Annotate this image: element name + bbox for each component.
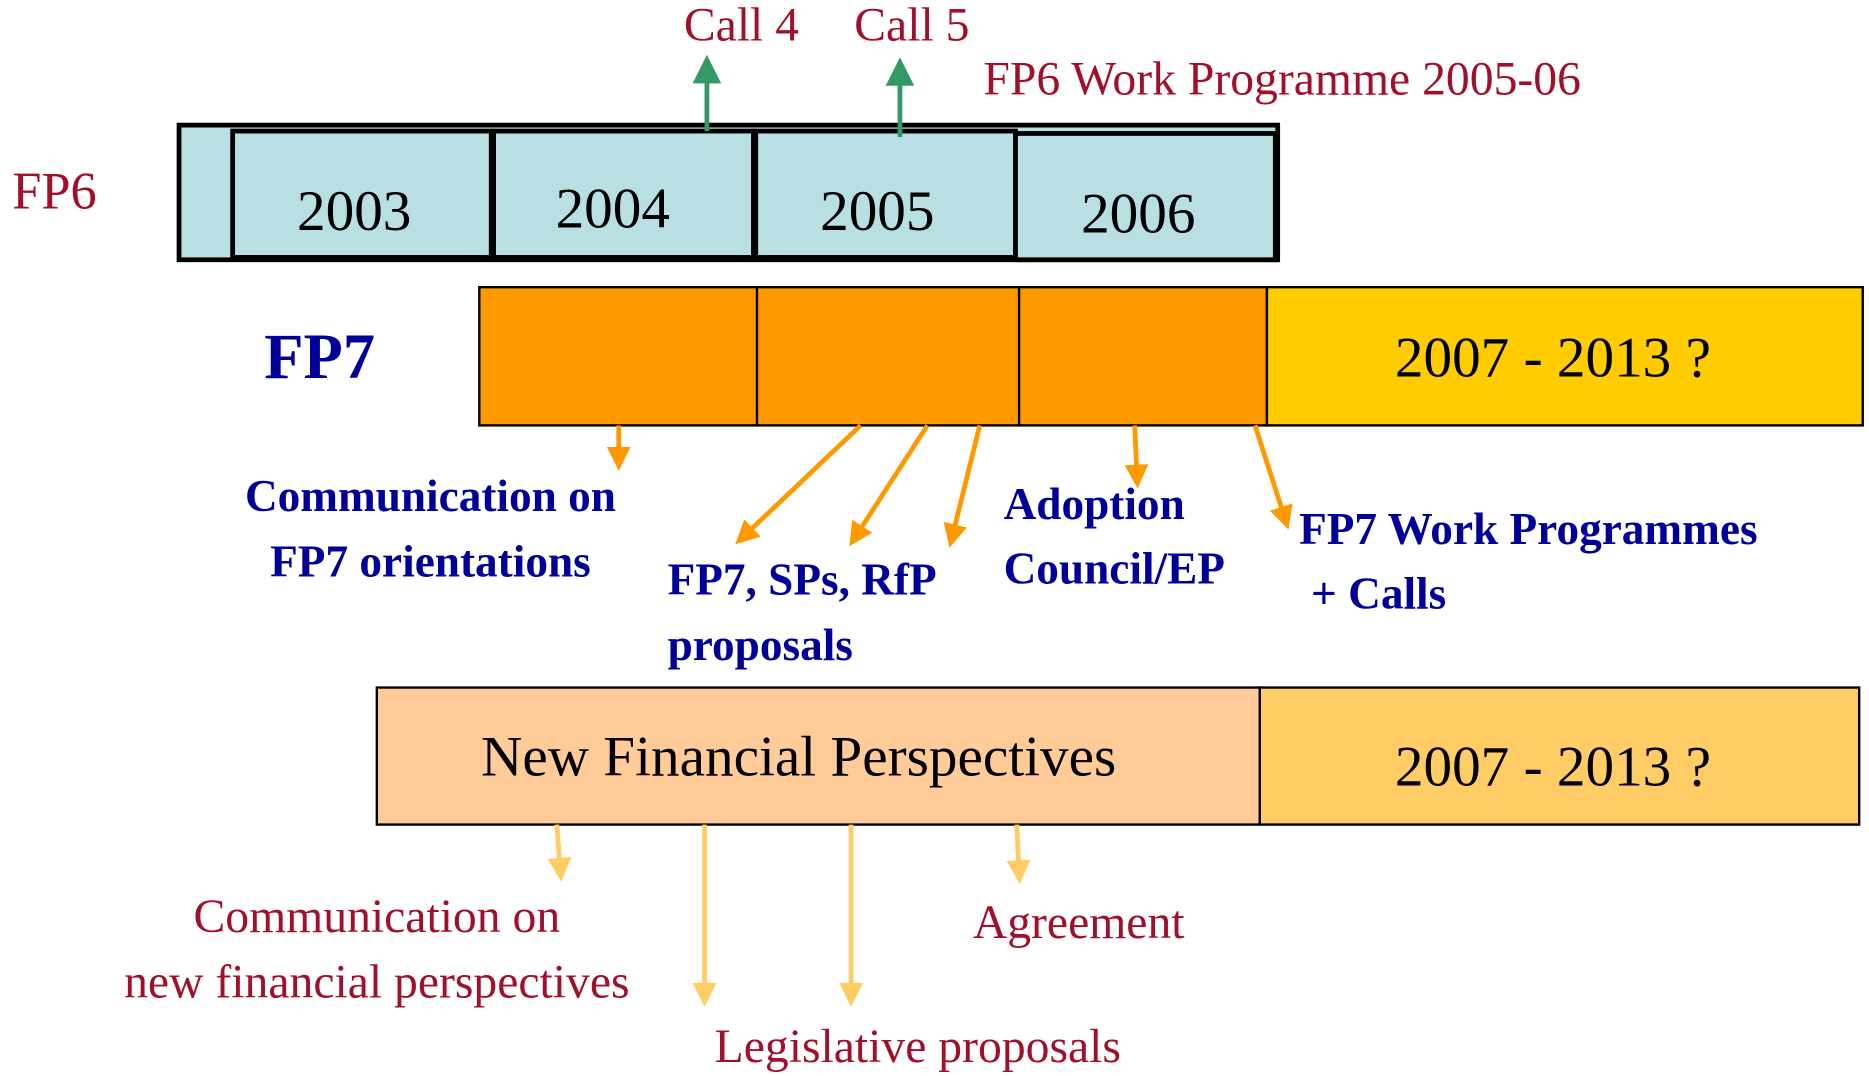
year-box bbox=[1013, 131, 1278, 263]
arrow bbox=[943, 424, 983, 548]
call-label: Call 5 bbox=[854, 0, 969, 52]
arrow bbox=[1006, 824, 1031, 885]
arrow bbox=[1252, 424, 1293, 530]
year: 2003 bbox=[297, 180, 411, 243]
fp7-bar bbox=[478, 285, 1269, 427]
arrow bbox=[1124, 425, 1149, 489]
milestone: Council/EP bbox=[1004, 544, 1225, 594]
year: 2004 bbox=[556, 178, 670, 241]
milestone: + Calls bbox=[1311, 569, 1446, 619]
milestone: Communication on bbox=[245, 471, 616, 521]
milestone: FP7 orientations bbox=[270, 536, 591, 586]
year-box bbox=[230, 128, 494, 260]
milestone: Adoption bbox=[1004, 479, 1185, 529]
milestone: Communication on bbox=[194, 891, 561, 943]
year-box bbox=[491, 128, 756, 260]
financial-label: New Financial Perspectives bbox=[481, 726, 1116, 789]
milestone: proposals bbox=[668, 620, 853, 670]
fp7-period-box bbox=[1265, 285, 1864, 427]
year: 2005 bbox=[820, 180, 934, 243]
call-label: Call 4 bbox=[684, 0, 799, 52]
milestone: Agreement bbox=[973, 897, 1185, 949]
financial-period-box bbox=[1258, 686, 1861, 826]
arrow bbox=[735, 423, 863, 545]
fp7-label: FP7 bbox=[264, 321, 375, 392]
milestone: Legislative proposals bbox=[715, 1021, 1121, 1073]
work-programme-label: FP6 Work Programme 2005-06 bbox=[983, 53, 1581, 105]
year: 2006 bbox=[1081, 182, 1195, 245]
fp6-label: FP6 bbox=[12, 163, 97, 221]
fp7-period: 2007 - 2013 ? bbox=[1395, 327, 1711, 390]
milestone: FP7, SPs, RfP bbox=[668, 554, 937, 604]
arrow bbox=[849, 424, 930, 547]
financial-period: 2007 - 2013 ? bbox=[1395, 735, 1711, 798]
milestone: FP7 Work Programmes bbox=[1299, 504, 1757, 554]
financial-bar bbox=[375, 686, 1261, 826]
arrow bbox=[547, 824, 572, 882]
milestone: new financial perspectives bbox=[124, 957, 629, 1009]
